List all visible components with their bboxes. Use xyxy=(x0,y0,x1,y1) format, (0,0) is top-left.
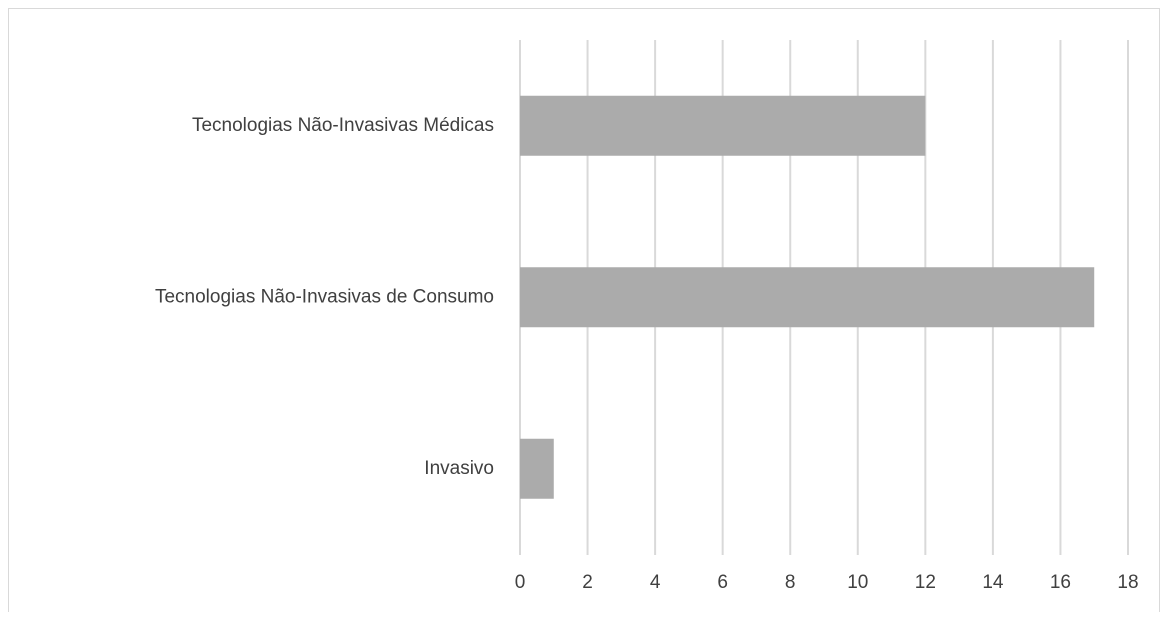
y-tick-label: Tecnologias Não-Invasivas Médicas xyxy=(192,115,494,136)
x-tick-label: 8 xyxy=(785,572,796,593)
x-tick-label: 14 xyxy=(982,572,1004,593)
x-tick-label: 16 xyxy=(1050,572,1071,593)
x-tick-label: 18 xyxy=(1117,572,1138,593)
x-tick-label: 0 xyxy=(515,572,526,593)
bar xyxy=(520,438,554,499)
x-tick-label: 2 xyxy=(582,572,593,593)
x-tick-label: 10 xyxy=(847,572,868,593)
x-tick-label: 12 xyxy=(915,572,936,593)
x-tick-label: 4 xyxy=(650,572,661,593)
x-tick-label: 6 xyxy=(717,572,728,593)
y-tick-label: Tecnologias Não-Invasivas de Consumo xyxy=(155,286,494,307)
bar xyxy=(520,95,926,156)
y-tick-label: Invasivo xyxy=(424,458,494,479)
bar xyxy=(520,267,1095,328)
